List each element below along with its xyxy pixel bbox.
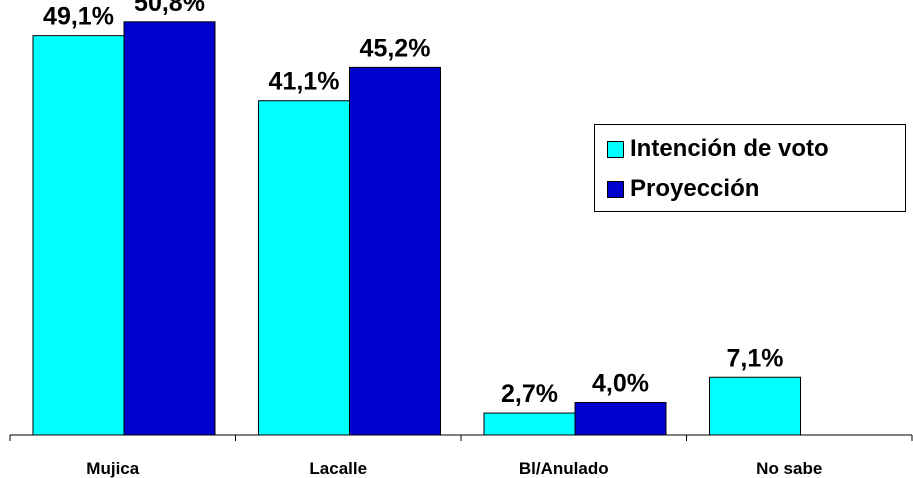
legend-item-proyeccion: Proyección xyxy=(607,175,759,203)
legend: Intención de voto Proyección xyxy=(594,124,906,212)
legend-swatch-intencion xyxy=(607,140,624,158)
value-label-intencion-1: 41,1% xyxy=(269,68,340,96)
bar-intencion-1 xyxy=(258,100,350,436)
bars-group xyxy=(32,21,801,436)
legend-swatch-proyeccion xyxy=(607,180,624,198)
bar-proyeccion-2 xyxy=(574,401,667,436)
legend-item-intencion: Intención de voto xyxy=(607,135,829,163)
bar-proyeccion-1 xyxy=(349,66,441,436)
x-tick-label-3: No sabe xyxy=(756,459,822,478)
value-label-proyeccion-0: 50,8% xyxy=(134,0,205,17)
x-tick-labels: Mujica Lacalle Bl/Anulado No sabe xyxy=(86,459,822,478)
value-label-proyeccion-1: 45,2% xyxy=(360,34,431,62)
legend-label-intencion: Intención de voto xyxy=(630,135,829,162)
bar-proyeccion-0 xyxy=(123,21,216,436)
x-tick-label-2: Bl/Anulado xyxy=(519,459,609,478)
x-axis xyxy=(9,434,913,441)
bar-intencion-0 xyxy=(32,35,125,436)
bar-intencion-3 xyxy=(709,376,801,436)
value-label-intencion-3: 7,1% xyxy=(727,344,784,372)
value-label-proyeccion-2: 4,0% xyxy=(592,369,649,397)
legend-label-proyeccion: Proyección xyxy=(630,175,760,202)
value-labels-group: 49,1% 50,8% 41,1% 45,2% 2,7% 4,0% 7,1% xyxy=(43,0,783,408)
value-label-intencion-2: 2,7% xyxy=(501,380,558,408)
value-label-intencion-0: 49,1% xyxy=(43,3,114,31)
x-tick-label-1: Lacalle xyxy=(309,459,367,478)
bar-intencion-2 xyxy=(483,412,576,436)
x-tick-label-0: Mujica xyxy=(86,459,139,478)
